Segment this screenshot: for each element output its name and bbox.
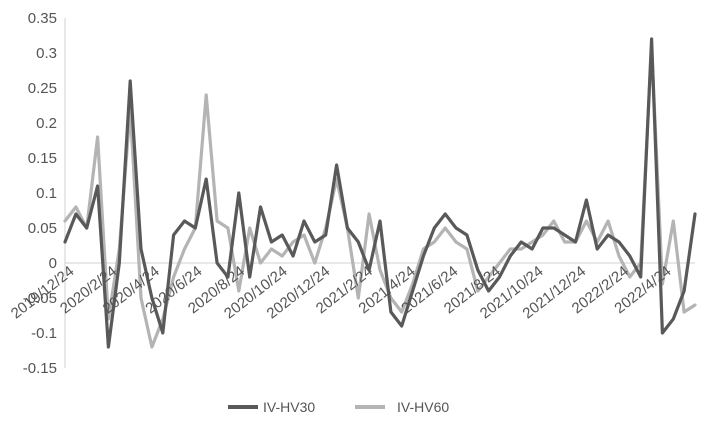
y-tick-label: 0.3 — [36, 45, 57, 62]
y-tick-label: 0.15 — [28, 150, 57, 167]
series-line-iv-hv30 — [63, 37, 697, 349]
series-layer — [63, 37, 697, 349]
legend-label: IV-HV60 — [397, 399, 449, 415]
y-tick-label: 0 — [49, 255, 57, 272]
y-tick-label: 0.25 — [28, 80, 57, 97]
legend-label: IV-HV30 — [263, 399, 315, 415]
series-line-iv-hv60 — [63, 44, 697, 349]
y-tick-label: 0.1 — [36, 185, 57, 202]
y-tick-label: -0.1 — [31, 325, 57, 342]
y-tick-label: -0.05 — [23, 290, 57, 307]
legend: IV-HV30 IV-HV60 — [228, 399, 449, 415]
y-tick-label: -0.15 — [23, 360, 57, 377]
y-tick-label: 0.2 — [36, 115, 57, 132]
y-tick-label: 0.05 — [28, 220, 57, 237]
y-axis-ticks: 0.35 0.3 0.25 0.2 0.15 0.1 0.05 0 -0.05 -0.1 -0.15 — [23, 10, 57, 377]
y-tick-label: 0.35 — [28, 10, 57, 27]
